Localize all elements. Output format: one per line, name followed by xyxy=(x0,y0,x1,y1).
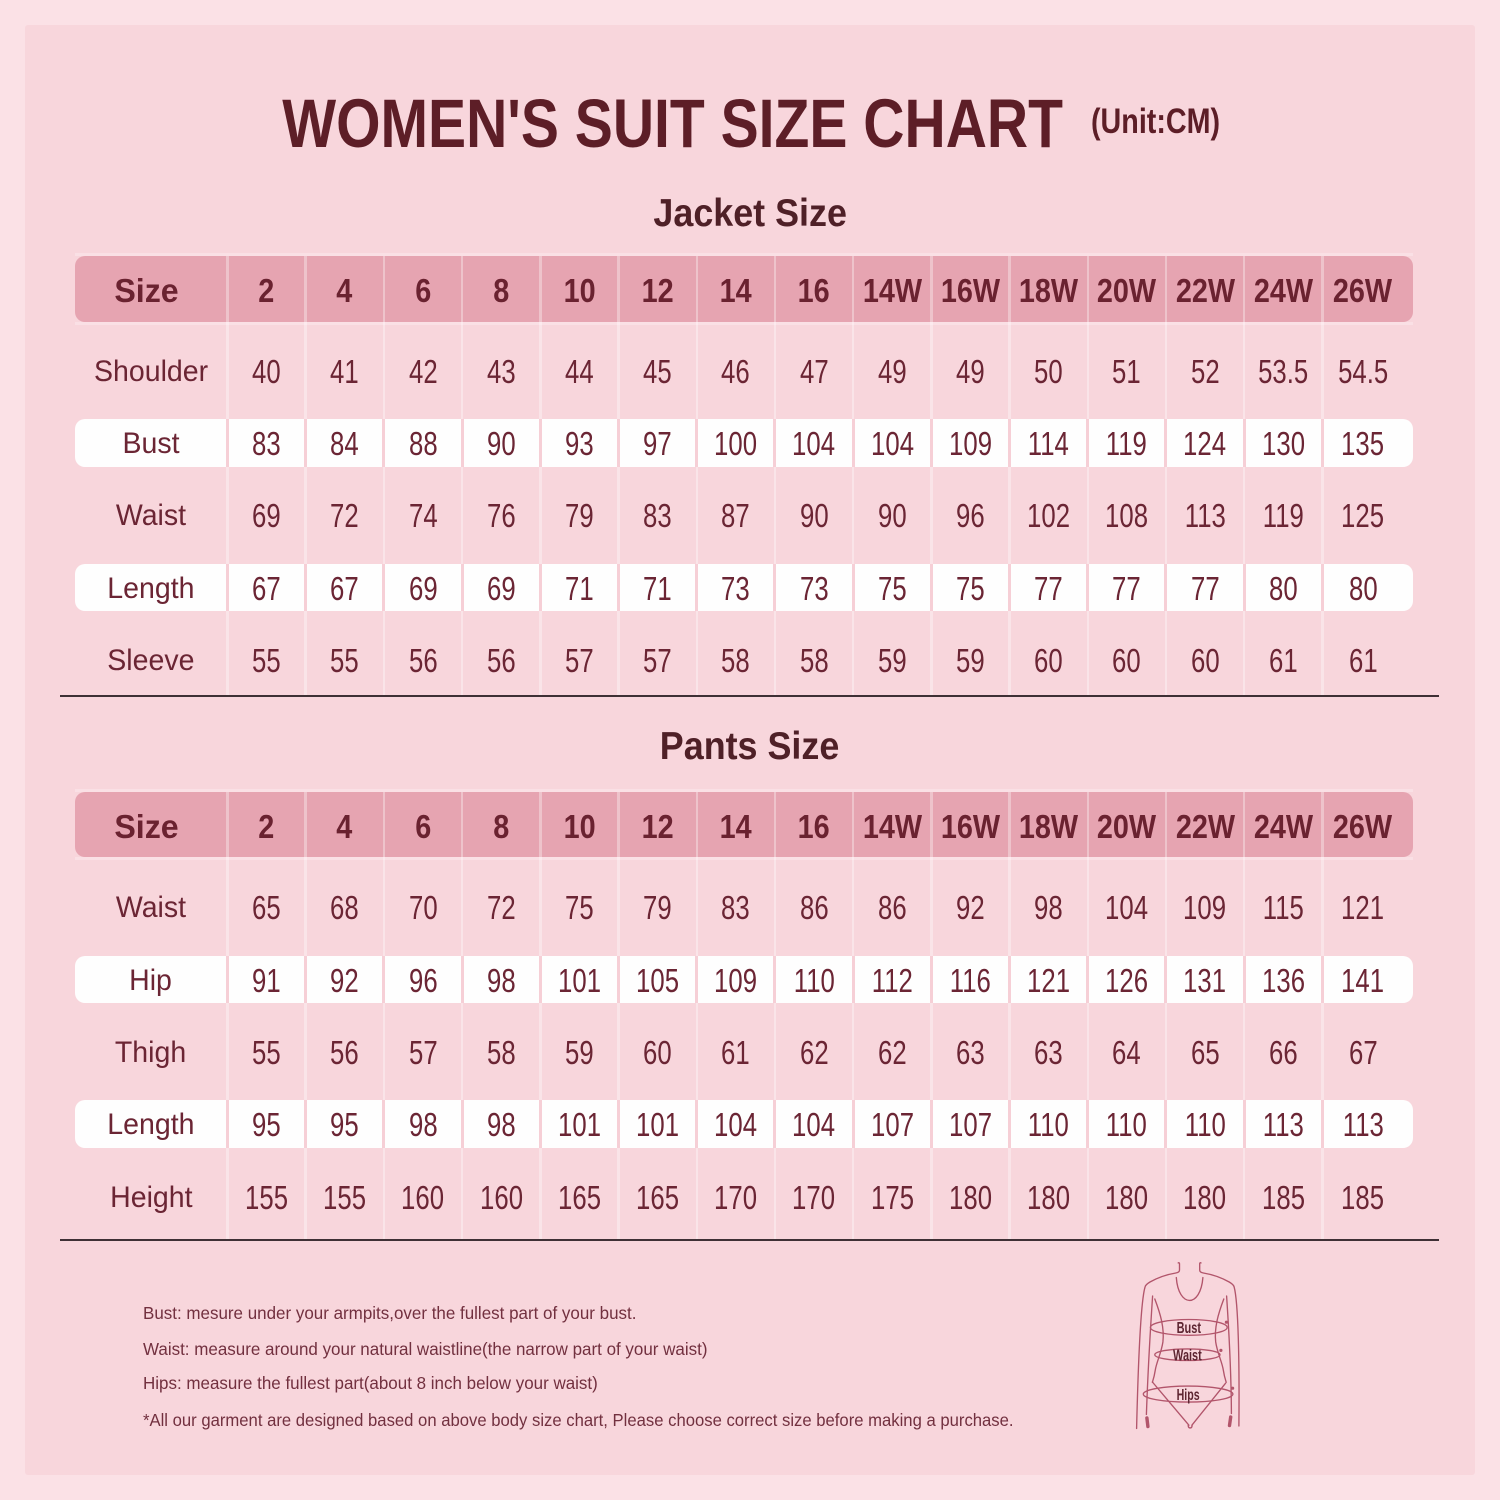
svg-text:Waist: Waist xyxy=(1173,1348,1202,1365)
svg-text:Bust: Bust xyxy=(1177,1320,1202,1337)
svg-text:Hips: Hips xyxy=(1177,1387,1200,1404)
